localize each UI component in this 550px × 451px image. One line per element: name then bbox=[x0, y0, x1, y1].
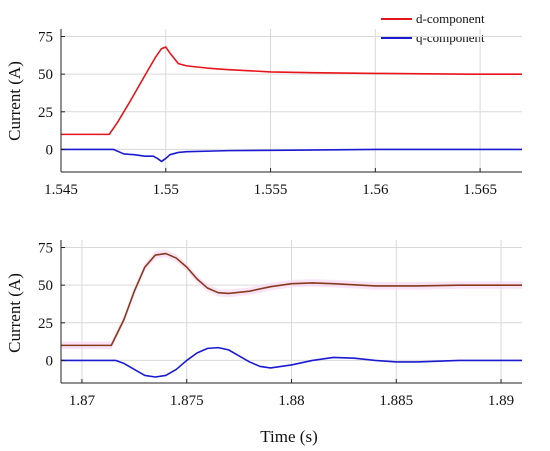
top-y-tick-label: 0 bbox=[46, 142, 54, 158]
top-x-tick-label: 1.56 bbox=[362, 182, 389, 198]
bottom-y-tick-label: 0 bbox=[46, 353, 54, 369]
bottom-x-tick-label: 1.87 bbox=[69, 393, 96, 409]
top-x-tick-label: 1.55 bbox=[153, 182, 179, 198]
x-axis-title: Time (s) bbox=[260, 427, 317, 446]
legend: d-component q-component bbox=[381, 11, 485, 45]
legend-label-q-component: q-component bbox=[416, 30, 485, 45]
top-y-tick-label: 50 bbox=[38, 67, 53, 83]
legend-label-d-component: d-component bbox=[416, 11, 485, 26]
bottom-panel: 1.87 1.875 1.88 1.885 1.89 0 25 50 75 bbox=[38, 240, 522, 409]
top-y-axis-title: Current (A) bbox=[5, 61, 24, 141]
bottom-x-tick-label: 1.885 bbox=[379, 393, 413, 409]
bottom-x-tick-label: 1.88 bbox=[278, 393, 304, 409]
top-series-d-component-line bbox=[61, 46, 522, 136]
bottom-x-tick-label: 1.89 bbox=[488, 393, 514, 409]
top-x-tick-label: 1.565 bbox=[463, 182, 497, 198]
bottom-y-tick-label: 50 bbox=[38, 278, 53, 294]
top-x-tick-label: 1.545 bbox=[44, 182, 78, 198]
bottom-y-axis-title: Current (A) bbox=[5, 273, 24, 353]
top-x-tick-label: 1.555 bbox=[254, 182, 288, 198]
top-y-tick-label: 75 bbox=[38, 30, 53, 46]
bottom-x-tick-label: 1.875 bbox=[170, 393, 204, 409]
top-panel: 1.545 1.55 1.555 1.56 1.565 0 25 50 75 bbox=[38, 29, 522, 198]
bottom-series-q-component-line bbox=[61, 346, 522, 378]
bottom-series-d-component-line bbox=[61, 252, 522, 347]
top-y-tick-label: 25 bbox=[38, 105, 53, 121]
bottom-y-tick-label: 75 bbox=[38, 241, 53, 257]
bottom-y-tick-label: 25 bbox=[38, 316, 53, 332]
top-series-q-component-line bbox=[61, 148, 522, 163]
